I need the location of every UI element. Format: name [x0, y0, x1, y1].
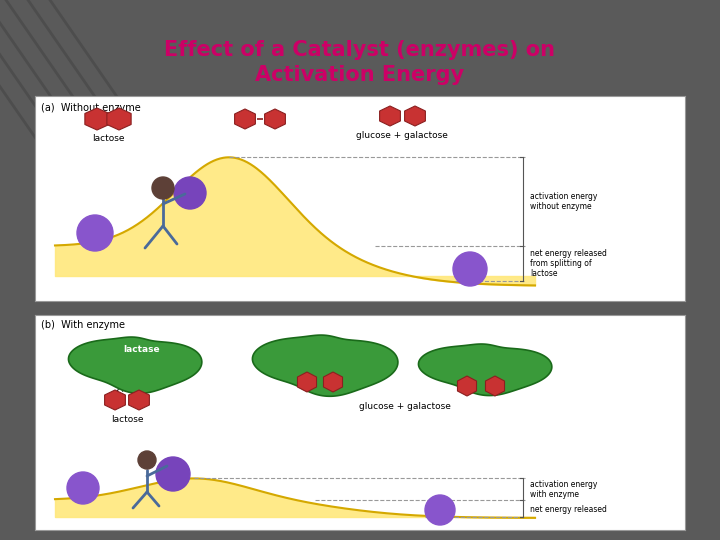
- Text: Activation Energy: Activation Energy: [256, 65, 464, 85]
- Polygon shape: [485, 376, 505, 396]
- Polygon shape: [379, 106, 400, 126]
- Text: (b): (b): [41, 103, 57, 113]
- Polygon shape: [265, 109, 285, 129]
- Polygon shape: [297, 372, 317, 392]
- Polygon shape: [68, 337, 202, 394]
- Text: Effect of a Catalyst (enzymes) on: Effect of a Catalyst (enzymes) on: [164, 40, 556, 60]
- Text: lactase: lactase: [123, 346, 160, 354]
- Polygon shape: [235, 109, 256, 129]
- Text: activation energy
without enzyme: activation energy without enzyme: [530, 192, 598, 211]
- Text: (b)  With enzyme: (b) With enzyme: [41, 320, 125, 330]
- Circle shape: [156, 457, 190, 491]
- Text: net energy released: net energy released: [530, 505, 607, 514]
- Polygon shape: [418, 344, 552, 395]
- Text: (a)  Without enzyme: (a) Without enzyme: [41, 103, 140, 113]
- Polygon shape: [323, 372, 343, 392]
- Text: lactose: lactose: [111, 415, 143, 424]
- Circle shape: [152, 177, 174, 199]
- Text: net energy released
from splitting of
lactose: net energy released from splitting of la…: [530, 248, 607, 279]
- Circle shape: [77, 215, 113, 251]
- Polygon shape: [253, 335, 398, 396]
- Text: glucose + galactose: glucose + galactose: [356, 131, 448, 140]
- Circle shape: [453, 252, 487, 286]
- Circle shape: [138, 451, 156, 469]
- Text: glucose + galactose: glucose + galactose: [359, 402, 451, 411]
- Circle shape: [174, 177, 206, 209]
- Text: lactose: lactose: [91, 134, 125, 143]
- Polygon shape: [457, 376, 477, 396]
- Polygon shape: [405, 106, 426, 126]
- Polygon shape: [107, 108, 131, 130]
- Polygon shape: [129, 390, 149, 410]
- Polygon shape: [85, 108, 109, 130]
- Text: activation energy
with enzyme: activation energy with enzyme: [530, 480, 598, 499]
- Polygon shape: [104, 390, 125, 410]
- Circle shape: [67, 472, 99, 504]
- Circle shape: [425, 495, 455, 525]
